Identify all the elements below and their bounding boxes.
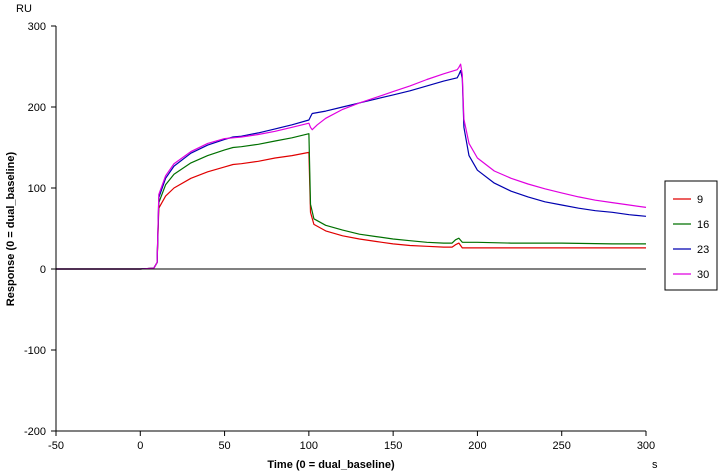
y-tick-label: 200 (28, 102, 46, 114)
y-tick-label: 100 (28, 183, 46, 195)
series-line-30 (56, 63, 647, 270)
x-tick-label: 300 (637, 440, 655, 452)
legend-label-9: 9 (697, 194, 703, 206)
x-tick-label: 100 (300, 440, 318, 452)
series-line-23 (56, 69, 647, 270)
y-tick-label: -100 (24, 345, 46, 357)
x-axis-unit: s (652, 459, 658, 471)
y-axis-ticks: -200 -100 0 100 200 300 (24, 21, 56, 438)
y-tick-label: 300 (28, 21, 46, 33)
y-tick-label: 0 (40, 264, 46, 276)
legend-label-30: 30 (697, 269, 709, 281)
legend-label-16: 16 (697, 219, 709, 231)
x-tick-label: -50 (48, 440, 64, 452)
legend: 9 16 23 30 (664, 180, 718, 291)
y-axis-label: Response (0 = dual_baseline) (5, 151, 17, 306)
x-tick-label: 200 (468, 440, 486, 452)
x-tick-label: 50 (218, 440, 230, 452)
x-tick-label: 250 (553, 440, 571, 452)
x-tick-label: 150 (384, 440, 402, 452)
series-lines (56, 63, 647, 270)
x-axis-label: Time (0 = dual_baseline) (267, 459, 395, 471)
series-line-16 (56, 133, 646, 270)
x-tick-label: 0 (137, 440, 143, 452)
x-axis-ticks: -50 0 50 100 150 200 250 300 (48, 431, 655, 452)
series-line-9 (56, 151, 646, 270)
y-tick-label: -200 (24, 426, 46, 438)
legend-label-23: 23 (697, 244, 709, 256)
y-axis-unit: RU (16, 3, 32, 15)
